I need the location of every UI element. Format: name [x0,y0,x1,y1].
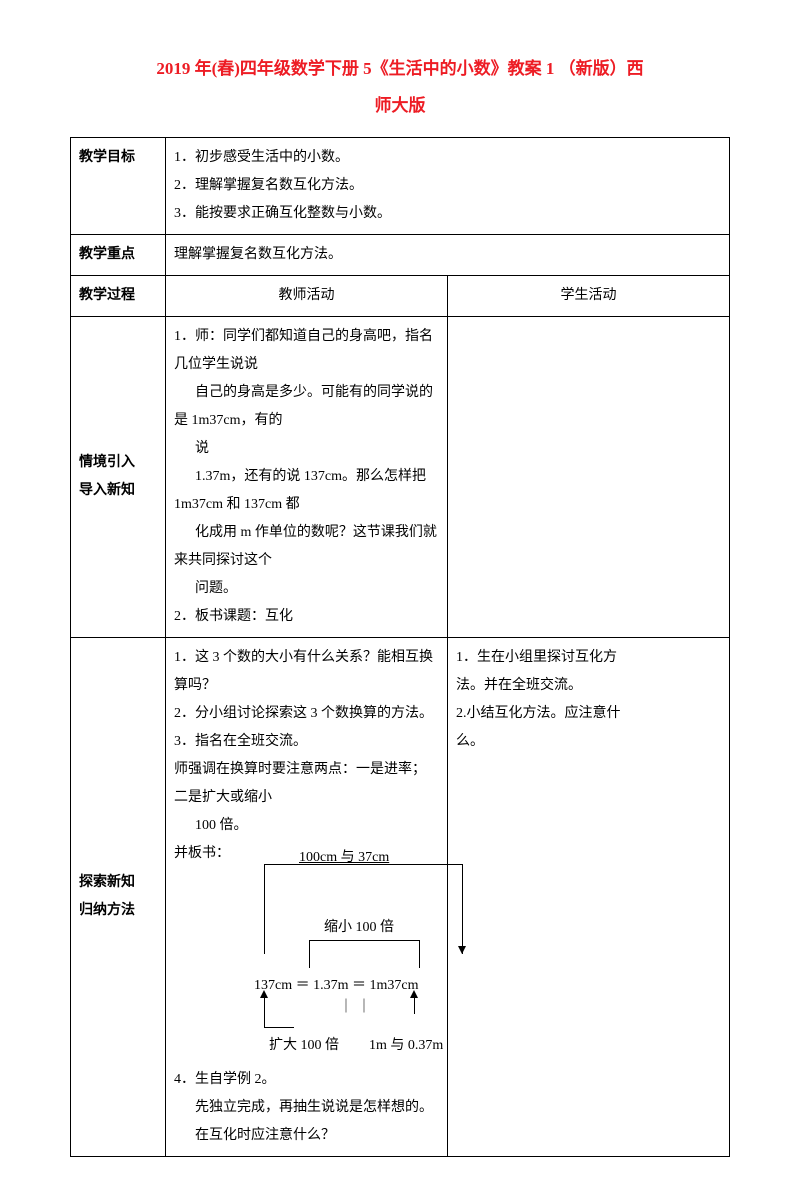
explore-line: 3．指名在全班交流。 [174,728,439,756]
goal-item: 1．初步感受生活中的小数。 [174,144,721,172]
intro-label-1: 情境引入 [79,449,157,477]
goal-item: 2．理解掌握复名数互化方法。 [174,172,721,200]
diagram-equation: 137cm ＝ 1.37m ＝ 1m37cm [254,972,419,1000]
intro-line: 问题。 [174,575,439,603]
explore-teacher: 1．这 3 个数的大小有什么关系？能相互换算吗？ 2．分小组讨论探索这 3 个数… [166,637,448,1156]
intro-student [448,316,730,637]
explore-line: 2．分小组讨论探索这 3 个数换算的方法。 [174,700,439,728]
intro-label-2: 导入新知 [79,477,157,505]
arrow-up-icon [410,990,418,998]
intro-line: 说 [174,435,439,463]
student-line: 法。并在全班交流。 [456,672,721,700]
intro-line: 1.37m，还有的说 137cm。那么怎样把 1m37cm 和 137cm 都 [174,463,439,519]
explore-label: 探索新知 归纳方法 [71,637,166,1156]
diagram-separator: ｜｜ [339,994,375,1022]
page-title: 2019 年(春)四年级数学下册 5《生活中的小数》教案 1 （新版）西 师大版 [70,50,730,125]
process-label: 教学过程 [71,275,166,316]
table-row: 教学过程 教师活动 学生活动 [71,275,730,316]
student-line: 1．生在小组里探讨互化方 [456,644,721,672]
intro-teacher: 1．师：同学们都知道自己的身高吧，指名几位学生说说 自己的身高是多少。可能有的同… [166,316,448,637]
diagram-line [462,864,463,954]
intro-line: 2．板书课题：互化 [174,603,439,631]
explore-line: 在互化时应注意什么？ [174,1122,439,1150]
explore-line: 1．这 3 个数的大小有什么关系？能相互换算吗？ [174,644,439,700]
intro-line: 自己的身高是多少。可能有的同学说的是 1m37cm，有的 [174,379,439,435]
conversion-diagram: 100cm 与 37cm 缩小 100 倍 137cm ＝ 1.37m ＝ 1m… [214,872,544,1062]
arrow-down-icon [458,946,466,954]
diagram-line [419,940,420,968]
diagram-line [309,940,419,941]
diagram-line [264,864,265,954]
diagram-shrink-text: 缩小 100 倍 [324,914,394,942]
goal-label: 教学目标 [71,137,166,234]
explore-line: 先独立完成，再抽生说说是怎样想的。 [174,1094,439,1122]
diagram-expand-text: 扩大 100 倍 [269,1032,339,1060]
diagram-line [264,864,462,865]
diagram-top-text: 100cm 与 37cm [299,844,389,872]
focus-label: 教学重点 [71,234,166,275]
focus-content: 理解掌握复名数互化方法。 [166,234,730,275]
diagram-line [309,940,310,968]
board-label: 并板书： [174,846,230,861]
table-row: 教学目标 1．初步感受生活中的小数。 2．理解掌握复名数互化方法。 3．能按要求… [71,137,730,234]
explore-line: 师强调在换算时要注意两点：一是进率；二是扩大或缩小 [174,756,439,812]
student-line: 么。 [456,728,721,756]
diagram-right-text: 1m 与 0.37m [369,1032,443,1060]
lesson-plan-table: 教学目标 1．初步感受生活中的小数。 2．理解掌握复名数互化方法。 3．能按要求… [70,137,730,1157]
table-row: 探索新知 归纳方法 1．这 3 个数的大小有什么关系？能相互换算吗？ 2．分小组… [71,637,730,1156]
title-line-1: 2019 年(春)四年级数学下册 5《生活中的小数》教案 1 （新版）西 [156,59,643,78]
diagram-line [264,1027,294,1028]
goal-content: 1．初步感受生活中的小数。 2．理解掌握复名数互化方法。 3．能按要求正确互化整… [166,137,730,234]
explore-label-1: 探索新知 [79,869,157,897]
intro-line: 1．师：同学们都知道自己的身高吧，指名几位学生说说 [174,323,439,379]
explore-line: 100 倍。 [174,812,439,840]
goal-item: 3．能按要求正确互化整数与小数。 [174,200,721,228]
intro-label: 情境引入 导入新知 [71,316,166,637]
table-row: 情境引入 导入新知 1．师：同学们都知道自己的身高吧，指名几位学生说说 自己的身… [71,316,730,637]
title-line-2: 师大版 [375,96,426,115]
explore-line: 4．生自学例 2。 [174,1066,439,1094]
student-header: 学生活动 [448,275,730,316]
arrow-up-icon [260,990,268,998]
student-line: 2.小结互化方法。应注意什 [456,700,721,728]
teacher-header: 教师活动 [166,275,448,316]
table-row: 教学重点 理解掌握复名数互化方法。 [71,234,730,275]
explore-label-2: 归纳方法 [79,897,157,925]
intro-line: 化成用 m 作单位的数呢？这节课我们就来共同探讨这个 [174,519,439,575]
